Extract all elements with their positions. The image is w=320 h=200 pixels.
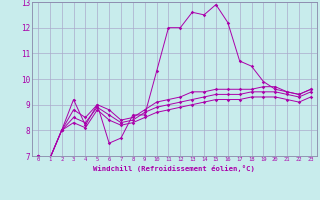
X-axis label: Windchill (Refroidissement éolien,°C): Windchill (Refroidissement éolien,°C) xyxy=(93,165,255,172)
